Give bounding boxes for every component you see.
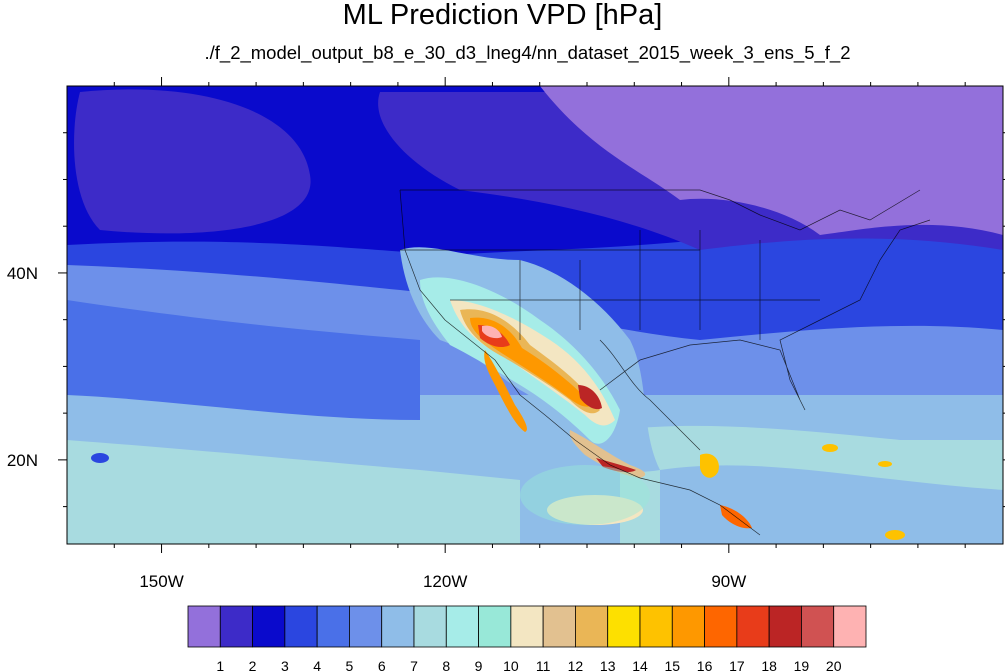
- colorbar-swatch: [349, 605, 383, 648]
- colorbar-label: 19: [794, 658, 810, 672]
- colorbar-swatch: [187, 605, 221, 648]
- colorbar-label: 14: [632, 658, 648, 672]
- colorbar-swatch: [704, 605, 738, 648]
- colorbar-swatch: [252, 605, 286, 648]
- colorbar-label: 3: [281, 658, 289, 672]
- colorbar-swatch: [316, 605, 350, 648]
- vpd-field: [67, 86, 1003, 544]
- colorbar-swatch: [413, 605, 447, 648]
- colorbar-label: 9: [475, 658, 483, 672]
- colorbar-swatch: [639, 605, 673, 648]
- map-frame: [66, 85, 1004, 545]
- colorbar-swatch: [736, 605, 770, 648]
- colorbar-swatch: [445, 605, 479, 648]
- colorbar-label: 16: [697, 658, 713, 672]
- colorbar-label: 4: [313, 658, 321, 672]
- colorbar-swatch: [478, 605, 512, 648]
- colorbar-label: 10: [503, 658, 519, 672]
- colorbar: 1 2 3 4 5 6 7 8 9 10 11 12 13 14 15 16 17 18 19 20: [187, 605, 867, 672]
- colorbar-label: 6: [378, 658, 386, 672]
- colorbar-swatch: [284, 605, 318, 648]
- colorbar-swatch: [607, 605, 641, 648]
- colorbar-label: 2: [249, 658, 257, 672]
- colorbar-swatch: [575, 605, 609, 648]
- x-axis: 150W 120W 90W: [139, 77, 746, 591]
- colorbar-swatch: [542, 605, 576, 648]
- colorbar-swatch: [671, 605, 705, 648]
- colorbar-swatch: [219, 605, 253, 648]
- colorbar-swatch: [801, 605, 835, 648]
- y-tick-label: 20N: [7, 451, 38, 470]
- colorbar-label: 15: [664, 658, 680, 672]
- colorbar-swatch: [510, 605, 544, 648]
- colorbar-label: 17: [729, 658, 745, 672]
- colorbar-label: 11: [536, 658, 551, 672]
- colorbar-label: 5: [346, 658, 354, 672]
- colorbar-label: 13: [600, 658, 616, 672]
- colorbar-label: 12: [568, 658, 584, 672]
- x-tick-label: 90W: [711, 572, 746, 591]
- colorbar-swatch: [381, 605, 415, 648]
- x-tick-label: 150W: [139, 572, 183, 591]
- colorbar-swatch: [833, 605, 867, 648]
- colorbar-label: 8: [442, 658, 450, 672]
- colorbar-label: 1: [216, 658, 224, 672]
- minor-ticks: [63, 82, 1005, 548]
- map-title: ML Prediction VPD [hPa]: [342, 0, 663, 31]
- colorbar-label: 18: [761, 658, 777, 672]
- x-tick-label: 120W: [423, 572, 467, 591]
- y-tick-label: 40N: [7, 264, 38, 283]
- colorbar-swatch: [768, 605, 802, 648]
- colorbar-label: 7: [410, 658, 418, 672]
- map-subtitle: ./f_2_model_output_b8_e_30_d3_lneg4/nn_d…: [204, 42, 851, 63]
- colorbar-label: 20: [826, 658, 842, 672]
